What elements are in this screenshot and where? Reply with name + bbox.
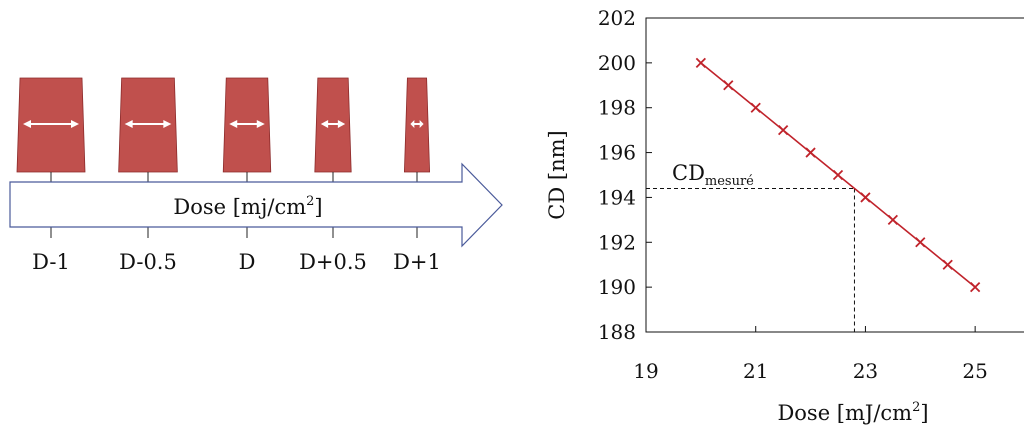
width-arrow-head-right bbox=[163, 120, 172, 128]
dose-diagram: D-1 D-0.5 D D+0.5 D+1 Dose [mj/cm2] bbox=[9, 77, 503, 274]
dose-step-label: D-1 bbox=[32, 250, 70, 274]
x-tick-label: 19 bbox=[633, 359, 658, 383]
annotation-label-sub: mesuré bbox=[705, 174, 754, 189]
width-arrow-head-left bbox=[229, 120, 238, 128]
width-arrow-head-left bbox=[124, 120, 133, 128]
x-tick-label: 25 bbox=[962, 359, 987, 383]
dose-arrow bbox=[9, 162, 503, 248]
data-point bbox=[887, 214, 898, 225]
width-arrow-head-right bbox=[419, 120, 424, 128]
width-arrow-head-left bbox=[410, 120, 415, 128]
y-tick-label: 188 bbox=[598, 320, 636, 344]
data-point bbox=[915, 237, 926, 248]
y-tick-label: 202 bbox=[598, 6, 636, 30]
x-axis-label-sup: 2 bbox=[912, 400, 920, 415]
width-arrow-head-right bbox=[337, 120, 346, 128]
data-point-stroke bbox=[778, 125, 789, 136]
x-axis-label: Dose [mJ/cm2] bbox=[777, 400, 928, 425]
data-point-stroke bbox=[832, 169, 844, 181]
y-axis-label: CD [nm] bbox=[545, 130, 569, 219]
data-point-stroke bbox=[915, 237, 926, 248]
data-point-stroke bbox=[750, 102, 761, 113]
data-point bbox=[723, 80, 734, 91]
x-tick-label: 21 bbox=[743, 359, 768, 383]
data-point bbox=[970, 282, 981, 293]
width-arrow-head-left bbox=[320, 120, 329, 128]
width-arrow-head-right bbox=[71, 120, 79, 128]
annotation-label-text: CD bbox=[672, 161, 705, 185]
dose-arrow-label-text: Dose [mj/cm bbox=[173, 195, 306, 219]
dose-arrow-label-sup: 2 bbox=[306, 194, 314, 209]
data-point-stroke bbox=[887, 214, 898, 225]
y-tick-label: 194 bbox=[598, 185, 636, 209]
data-point-stroke bbox=[942, 259, 953, 270]
width-arrow-head-left bbox=[23, 120, 31, 128]
data-point bbox=[860, 192, 871, 203]
data-point bbox=[750, 102, 761, 113]
dose-step-label: D-0.5 bbox=[119, 250, 177, 274]
plot-frame bbox=[645, 17, 1024, 333]
data-point bbox=[805, 147, 816, 158]
data-point bbox=[832, 169, 844, 181]
data-point bbox=[942, 259, 953, 270]
dose-step-label: D+0.5 bbox=[299, 250, 367, 274]
y-tick-label: 192 bbox=[598, 230, 636, 254]
y-tick-label: 196 bbox=[598, 141, 636, 165]
x-tick-label: 23 bbox=[853, 359, 878, 383]
y-tick-label: 200 bbox=[598, 51, 636, 75]
x-axis-label-text: Dose [mJ/cm bbox=[777, 401, 912, 425]
dose-arrow-label: Dose [mj/cm2] bbox=[173, 194, 322, 219]
data-point-stroke bbox=[970, 282, 981, 293]
data-point bbox=[695, 57, 706, 68]
data-point-stroke bbox=[695, 57, 706, 68]
data-point-stroke bbox=[723, 80, 734, 91]
dose-arrow-label-end: ] bbox=[314, 195, 322, 219]
data-point-stroke bbox=[860, 192, 871, 203]
data-point bbox=[778, 125, 789, 136]
dose-step-label: D bbox=[239, 250, 256, 274]
x-axis-label-end: ] bbox=[920, 401, 928, 425]
cd-dose-chart: 188 190 192 194 196 198 200 202 19 21 23 25 Dose [mJ… bbox=[545, 6, 1024, 425]
y-tick-label: 198 bbox=[598, 96, 636, 120]
data-point-stroke bbox=[805, 147, 816, 158]
width-arrow-head-right bbox=[256, 120, 265, 128]
annotation-label: CDmesuré bbox=[672, 161, 754, 189]
dose-step-label: D+1 bbox=[393, 250, 441, 274]
y-tick-label: 190 bbox=[598, 275, 636, 299]
